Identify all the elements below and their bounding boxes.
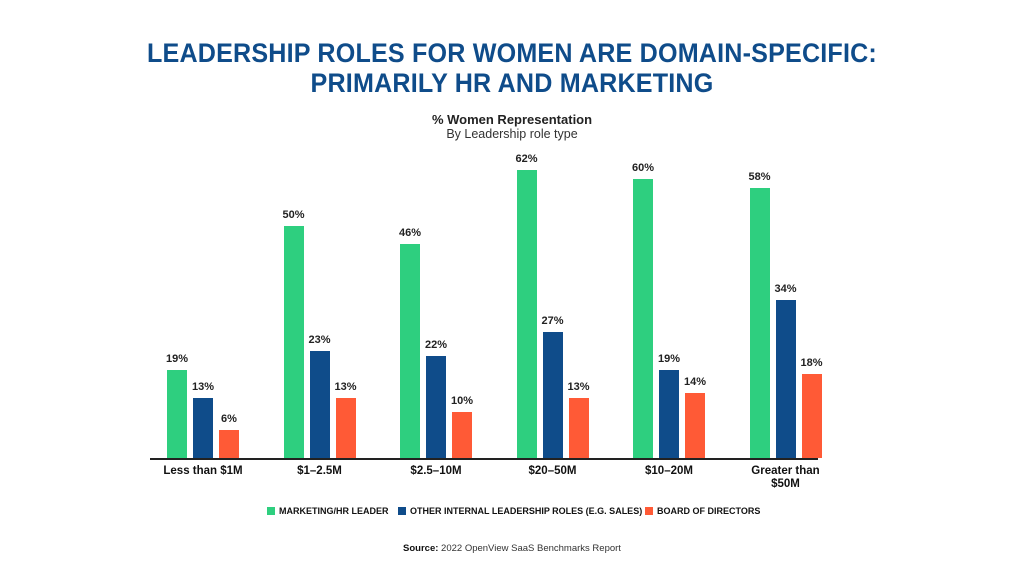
x-axis-line (150, 458, 818, 460)
source-label: Source: (403, 543, 439, 554)
bar (542, 332, 563, 458)
bar-value-label: 60% (631, 162, 655, 174)
bar (193, 397, 213, 458)
legend-swatch-icon (645, 507, 653, 515)
x-axis-category-label: $10–20M (645, 465, 693, 477)
bar (426, 355, 446, 458)
source-text: 2022 OpenView SaaS Benchmarks Report (441, 543, 621, 554)
bar (801, 374, 822, 458)
legend-swatch-icon (267, 507, 275, 515)
legend-label: MARKETING/HR LEADER (279, 506, 389, 516)
legend-item-board: BOARD OF DIRECTORS (645, 506, 760, 516)
bar (283, 225, 304, 458)
bar-value-label: 50% (282, 208, 305, 221)
bar-value-label: 10% (450, 394, 474, 407)
bar (219, 430, 239, 458)
bar (685, 392, 705, 458)
bar (568, 397, 589, 458)
bar-value-label: 6% (221, 413, 237, 426)
title-line-1: LEADERSHIP ROLES FOR WOMEN ARE DOMAIN-SP… (147, 38, 877, 68)
bar-value-label: 13% (191, 380, 215, 393)
x-axis-category-label: $20–50M (528, 465, 577, 477)
bar-value-label: 27% (541, 315, 564, 328)
bar-value-label: 13% (567, 380, 590, 393)
legend-swatch-icon (398, 507, 406, 515)
legend: MARKETING/HR LEADER OTHER INTERNAL LEADE… (0, 506, 1024, 520)
bar-value-label: 13% (334, 380, 357, 393)
bar-value-label: 19% (657, 352, 681, 365)
x-axis-category-label: $2.5–10M (410, 465, 462, 477)
bar-value-label: 23% (308, 334, 331, 347)
chart-title: % Women Representation (431, 112, 593, 127)
bar (335, 397, 356, 458)
x-axis-category-label: Less than $1M (163, 465, 243, 477)
bar (167, 369, 187, 458)
bar (309, 351, 330, 458)
title-line-2: PRIMARILY HR AND MARKETING (310, 68, 714, 98)
bar (659, 369, 679, 458)
bar-value-label: 14% (683, 375, 707, 388)
chart-subtitle: By Leadership role type (446, 127, 578, 141)
bar (633, 179, 653, 458)
bar-value-label: 18% (800, 357, 823, 370)
bar (775, 299, 796, 458)
page-title: LEADERSHIP ROLES FOR WOMEN ARE DOMAIN-SP… (36, 38, 988, 98)
x-axis-category-label: $1–2.5M (297, 465, 342, 477)
legend-item-other-roles: OTHER INTERNAL LEADERSHIP ROLES (E.G. SA… (398, 506, 642, 516)
legend-label: OTHER INTERNAL LEADERSHIP ROLES (E.G. SA… (410, 506, 643, 516)
bar-value-label: 19% (165, 352, 189, 365)
bar-value-label: 46% (398, 227, 422, 240)
bar-value-label: 58% (748, 171, 771, 184)
bar (516, 169, 537, 458)
bar (749, 188, 770, 458)
bar (452, 411, 472, 458)
bar-value-label: 62% (515, 152, 538, 165)
bar (400, 244, 420, 458)
source-note: Source: 2022 OpenView SaaS Benchmarks Re… (0, 543, 1024, 554)
bar-value-label: 34% (774, 282, 797, 295)
legend-item-marketing: MARKETING/HR LEADER (267, 506, 389, 516)
bar-value-label: 22% (424, 338, 448, 351)
legend-label: BOARD OF DIRECTORS (657, 506, 761, 516)
x-axis-category-label: Greater than $50M (751, 465, 820, 490)
